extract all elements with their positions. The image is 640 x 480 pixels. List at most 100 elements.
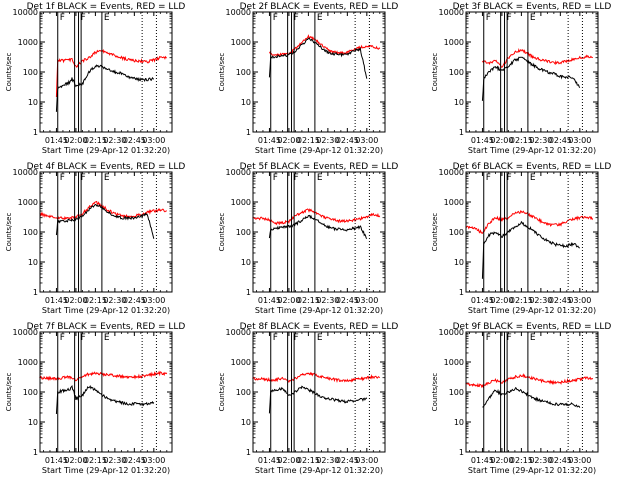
y-tick-label: 10 [454, 98, 464, 107]
y-tick-label: 100 [236, 228, 251, 237]
y-axis-label: Counts/sec [218, 213, 226, 252]
lld-series-line [55, 49, 167, 98]
y-tick-label: 10000 [439, 328, 464, 337]
y-axis-label: Counts/sec [431, 373, 439, 412]
x-tick-label: 03:00 [568, 456, 591, 465]
detector-panel: Det 9f BLACK = Events, RED = LLD Counts/s… [431, 322, 611, 475]
x-axis-label: Start Time (29-Apr-12 01:32:20) [255, 306, 383, 315]
x-tick-label: 02:30 [103, 136, 126, 145]
y-tick-label: 10000 [439, 168, 464, 177]
marker-label: E [317, 333, 323, 343]
panel-title: Det 5f BLACK = Events, RED = LLD [240, 162, 399, 172]
x-tick-label: 02:15 [297, 136, 320, 145]
detector-panel: Det 1f BLACK = Events, RED = LLD Counts/s… [5, 2, 185, 155]
detector-panel: Det 2f BLACK = Events, RED = LLD Counts/s… [218, 2, 398, 155]
y-tick-label: 1000 [18, 38, 38, 47]
events-series-line [55, 64, 155, 112]
lld-series-line [252, 208, 381, 226]
y-tick-label: 1 [246, 128, 251, 137]
y-tick-label: 100 [449, 68, 464, 77]
x-tick-label: 02:00 [64, 136, 87, 145]
marker-label: E [530, 173, 536, 183]
y-tick-label: 10000 [13, 8, 38, 17]
marker-label: F [60, 13, 65, 23]
detector-panel: Det 3f BLACK = Events, RED = LLD Counts/s… [431, 2, 611, 155]
plot-frame [39, 11, 173, 133]
panel-title: Det 9f BLACK = Events, RED = LLD [453, 322, 612, 332]
y-tick-label: 100 [23, 68, 38, 77]
marker-label: F [486, 333, 491, 343]
x-tick-label: 02:30 [103, 456, 126, 465]
lld-series-line [465, 210, 594, 234]
y-tick-label: 10000 [226, 328, 251, 337]
x-tick-label: 02:15 [84, 456, 107, 465]
marker-label: F [294, 173, 299, 183]
x-tick-label: 02:15 [84, 136, 107, 145]
y-axis-label: Counts/sec [431, 213, 439, 252]
x-tick-label: 02:45 [123, 296, 146, 305]
y-axis-label: Counts/sec [218, 373, 226, 412]
plot-frame [465, 171, 599, 293]
x-tick-label: 03:00 [568, 136, 591, 145]
detector-panel: Det 6f BLACK = Events, RED = LLD Counts/s… [431, 162, 611, 315]
lld-series-line [39, 370, 168, 382]
y-tick-label: 10000 [439, 8, 464, 17]
x-axis-label: Start Time (29-Apr-12 01:32:20) [42, 306, 170, 315]
panel-title: Det 4f BLACK = Events, RED = LLD [27, 162, 186, 172]
plot-frame [252, 331, 386, 453]
y-tick-label: 1000 [231, 198, 251, 207]
plot-frame [39, 171, 173, 293]
y-tick-label: 10000 [13, 168, 38, 177]
y-tick-label: 1000 [231, 358, 251, 367]
marker-label: F [294, 13, 299, 23]
plot-frame [465, 11, 599, 133]
x-tick-label: 02:45 [123, 456, 146, 465]
plot-frame [252, 11, 386, 133]
x-tick-label: 01:45 [258, 136, 281, 145]
y-tick-label: 1 [459, 128, 464, 137]
plot-frame [39, 331, 173, 453]
y-tick-label: 1 [459, 448, 464, 457]
marker-label: E [530, 13, 536, 23]
plot-frame [465, 331, 599, 453]
detector-panel: Det 5f BLACK = Events, RED = LLD Counts/s… [218, 162, 398, 315]
events-series-line [481, 220, 580, 279]
x-tick-label: 02:45 [336, 296, 359, 305]
x-tick-label: 02:30 [316, 136, 339, 145]
lld-series-line [482, 47, 594, 68]
detector-panel: Det 7f BLACK = Events, RED = LLD Counts/s… [5, 322, 185, 475]
events-series-line [268, 214, 368, 240]
y-axis-label: Counts/sec [5, 373, 13, 412]
x-tick-label: 03:00 [355, 296, 378, 305]
x-tick-label: 02:45 [549, 296, 572, 305]
x-tick-label: 02:30 [529, 136, 552, 145]
marker-label: F [60, 173, 65, 183]
y-tick-label: 1000 [444, 198, 464, 207]
lld-series-line [465, 373, 594, 389]
y-tick-label: 1 [33, 128, 38, 137]
marker-label: E [104, 13, 110, 23]
y-tick-label: 10000 [13, 328, 38, 337]
panel-title: Det 1f BLACK = Events, RED = LLD [27, 2, 186, 12]
marker-label: F [294, 333, 299, 343]
marker-label: F [81, 173, 86, 183]
x-tick-label: 03:00 [355, 136, 378, 145]
y-tick-label: 100 [23, 228, 38, 237]
marker-label: F [486, 13, 491, 23]
detector-panel: Det 4f BLACK = Events, RED = LLD Counts/s… [5, 162, 185, 315]
x-tick-label: 03:00 [142, 136, 165, 145]
panel-title: Det 7f BLACK = Events, RED = LLD [27, 322, 186, 332]
x-tick-label: 02:45 [336, 136, 359, 145]
x-axis-label: Start Time (29-Apr-12 01:32:20) [255, 146, 383, 155]
marker-label: F [81, 13, 86, 23]
x-tick-label: 02:45 [123, 136, 146, 145]
x-tick-label: 03:00 [355, 456, 378, 465]
x-tick-label: 01:45 [471, 456, 494, 465]
x-tick-label: 02:30 [316, 456, 339, 465]
y-axis-label: Counts/sec [431, 53, 439, 92]
x-tick-label: 02:00 [277, 296, 300, 305]
marker-label: F [273, 13, 278, 23]
y-tick-label: 1000 [444, 38, 464, 47]
marker-label: F [486, 173, 491, 183]
x-tick-label: 02:30 [103, 296, 126, 305]
